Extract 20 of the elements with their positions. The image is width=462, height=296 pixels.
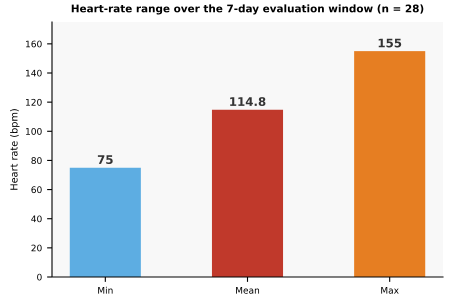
x-tick-label: Max (381, 287, 399, 294)
y-tick-label: 120 (26, 98, 42, 106)
bar (354, 51, 426, 277)
y-tick-label: 140 (26, 70, 42, 77)
y-tick-label: 100 (26, 128, 42, 135)
chart-title: Heart-rate range over the 7-day evaluation window (n = 28) (72, 4, 424, 15)
data-label: 114.8 (230, 97, 266, 106)
y-tick-label: 80 (31, 157, 42, 164)
data-label: 75 (98, 155, 113, 164)
y-axis-title: Heart rate (bpm) (10, 109, 20, 190)
y-tick-label: 0 (37, 274, 42, 281)
x-tick-label: Mean (236, 287, 260, 294)
y-tick-label: 60 (31, 186, 42, 194)
bar (70, 168, 141, 277)
x-tick-label: Min (98, 286, 113, 294)
y-tick-label: 40 (31, 215, 42, 222)
data-label: 155 (378, 38, 402, 48)
y-tick-label: 160 (26, 40, 42, 48)
y-tick-label: 20 (31, 244, 42, 252)
bar (212, 110, 284, 277)
